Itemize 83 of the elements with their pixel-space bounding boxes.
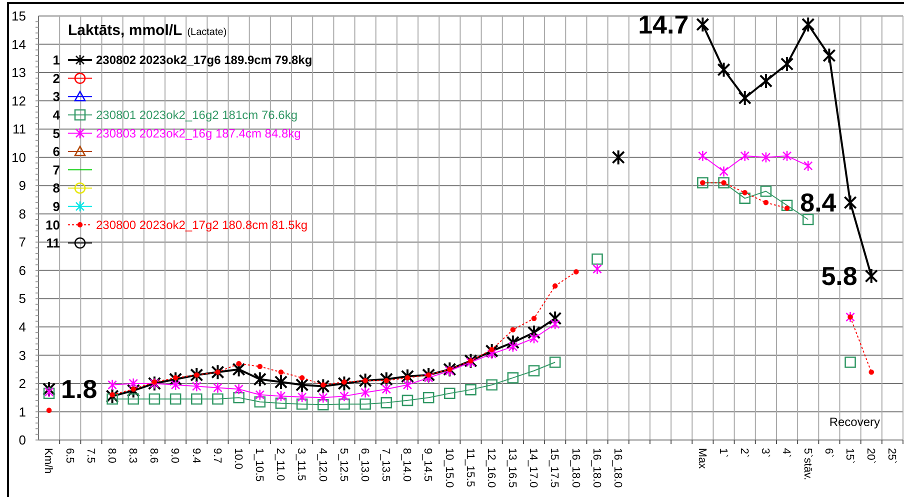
legend-key: 6 [52, 144, 92, 160]
y-tick-label: 14 [12, 36, 26, 52]
annotation: 8 [52, 180, 60, 196]
y-tick-label: 4 [18, 319, 26, 334]
annotation: 7 [52, 162, 60, 178]
x-tick-label: 13_16.5 [506, 448, 518, 488]
y-tick-label: 15 [12, 8, 26, 24]
x-tick-label: 8_14.0 [400, 448, 413, 482]
x-tick-label: 15_17.5 [548, 448, 560, 488]
x-tick-label: 25` [886, 448, 898, 464]
y-tick-label: 2 [18, 376, 26, 392]
annotation: 8.4 [800, 188, 837, 218]
y-tick-label: 11 [12, 122, 26, 137]
text: (Lactate) [187, 27, 227, 38]
annotation: 5 [52, 126, 60, 141]
legend-key: 3 [52, 89, 92, 104]
annotation: 11 [46, 236, 60, 251]
x-tick-label: 9.4 [190, 448, 202, 464]
x-tick-label: 5`stāv. [801, 448, 814, 480]
x-tick-label: 6.5 [63, 448, 76, 464]
x-tick-label: 1_10.5 [253, 448, 266, 482]
x-tick-label: 9.7 [210, 448, 223, 464]
x-tick-label: 6_13.0 [358, 448, 370, 482]
x-tick-label: 6` [822, 448, 834, 458]
annotation: 5.8 [821, 261, 858, 292]
x-tick-label: 7_13.5 [380, 448, 392, 482]
x-tick-label: 11_15.5 [464, 448, 476, 487]
annotation: 3 [52, 89, 60, 104]
legend-label: 230803 2023ok2_16g 187.4cm 84.8kg [96, 126, 301, 140]
legend-key: 11 [46, 236, 92, 251]
y-tick-label: 5 [18, 291, 26, 306]
y-tick-label: 6 [18, 262, 26, 278]
x-tick-label: 2_11.0 [274, 448, 286, 481]
legend-key: 2 [52, 70, 92, 86]
x-tick-label: 12_16.0 [484, 448, 497, 488]
y-tick-label: 7 [18, 234, 26, 250]
x-tick-label: 10.0 [232, 448, 244, 470]
x-tick-label: 4_12.0 [316, 448, 328, 482]
x-tick-label: Max [696, 448, 708, 470]
x-tick-label: 7.5 [84, 448, 96, 464]
annotation: 1 [52, 52, 60, 68]
x-tick-label: 8.3 [126, 448, 139, 464]
x-tick-label: 14_17.0 [527, 448, 540, 488]
y-tick-label: 12 [12, 93, 26, 108]
annotation: 4 [52, 107, 61, 122]
annotation: 1.8 [61, 374, 98, 404]
x-tick-label: 20` [864, 448, 877, 464]
annotation: 6 [52, 144, 60, 160]
y-tick-label: 10 [12, 150, 26, 165]
chart-title: Laktāts, mmol/L [68, 22, 182, 39]
y-tick-label: 0 [18, 432, 26, 448]
legend-key: 8 [52, 180, 92, 196]
x-tick-label: 9_14.5 [422, 448, 434, 482]
y-tick-label: 8 [18, 206, 26, 222]
x-tick-label: 15` [843, 448, 856, 464]
x-tick-label: 2` [738, 448, 750, 458]
y-tick-label: 9 [18, 178, 26, 194]
x-tick-label: 8.0 [105, 448, 118, 464]
x-tick-label: Km/h [42, 448, 54, 474]
x-tick-label: 5_12.5 [337, 448, 350, 482]
x-tick-label: 16_18.0 [569, 448, 582, 488]
legend-label: 230801 2023ok2_16g2 181cm 76.6kg [96, 108, 298, 122]
legend-label: 230800 2023ok2_17g2 180.8cm 81.5kg [96, 218, 308, 232]
y-tick-label: 1 [18, 404, 26, 420]
x-tick-label: 9.0 [168, 448, 181, 464]
annotation: 10 [46, 217, 60, 232]
x-tick-label: 3` [759, 448, 772, 458]
x-tick-label: 10_15.0 [442, 448, 455, 488]
annotation: 9 [52, 198, 60, 214]
x-tick-label: 3_11.5 [295, 448, 308, 481]
y-tick-label: 13 [12, 65, 26, 80]
x-tick-label: 4` [780, 448, 792, 458]
legend-key: 9 [52, 198, 92, 214]
x-tick-label: 1` [716, 448, 729, 458]
x-tick-label: 16_18.0 [612, 448, 624, 488]
x-tick-label: 8.6 [148, 448, 160, 464]
x-tick-label: 16_18.0 [590, 448, 602, 488]
legend-key: 7 [52, 162, 92, 178]
y-tick-label: 3 [18, 348, 26, 363]
legend-label: 230802 2023ok2_17g6 189.9cm 79.8kg [96, 53, 312, 68]
annotation: 14.7 [638, 10, 689, 40]
annotation: Recovery [829, 415, 880, 429]
annotation: 2 [52, 70, 60, 86]
